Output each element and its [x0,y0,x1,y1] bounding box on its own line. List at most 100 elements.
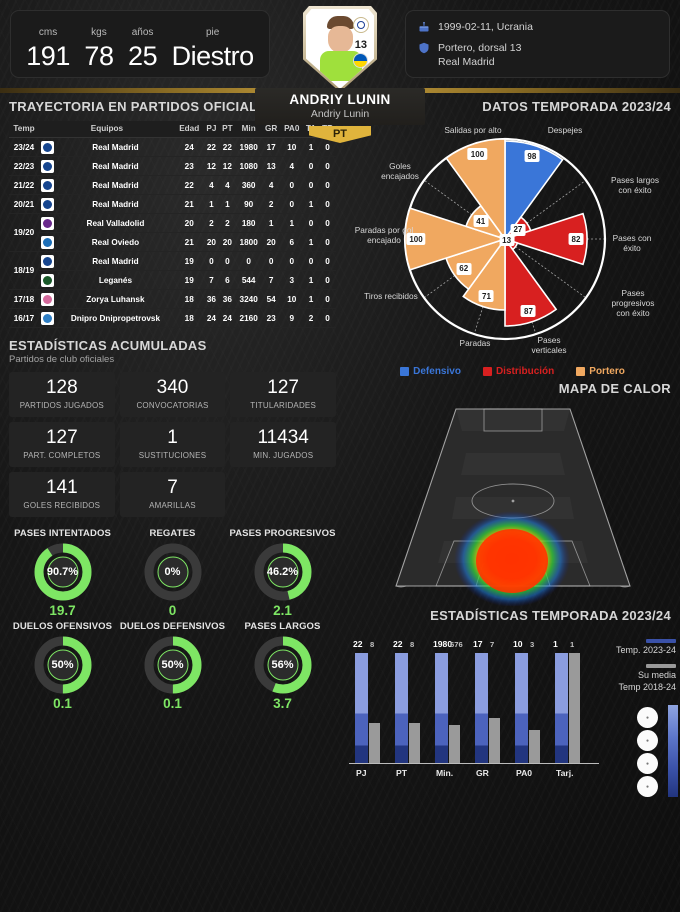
edad-cell: 20 [175,214,204,233]
gauge-item: DUELOS DEFENSIVOS 50% 0.1 [119,621,226,711]
team-crest-cell [39,157,56,176]
table-row[interactable]: 22/23 Real Madrid 23 12 12 1080 13 4 0 0 [9,157,336,176]
champions-league-badge[interactable]: ● [637,730,658,751]
bar-current-season[interactable] [355,653,368,763]
bar-current-season[interactable] [515,653,528,763]
right-column: DATOS TEMPORADA 2023/24 9827821387716210… [345,99,680,791]
heatmap-title: MAPA DE CALOR [354,381,671,396]
bar-current-season[interactable] [435,653,448,763]
gr-cell: 4 [262,176,281,195]
bar-category-label: GR [476,768,489,778]
min-cell: 180 [235,214,261,233]
season-cell: 22/23 [9,157,39,176]
card-photo-area: 13 [306,9,374,89]
slice-label: Paradas por golencajado [341,226,427,246]
club-crest-icon [41,312,54,325]
min-cell: 1980 [235,138,261,157]
heatmap-pitch [378,401,648,606]
stat-cell: 127 TITULARIDADES [230,372,336,417]
table-row[interactable]: 19/20 Real Valladolid 20 2 2 180 1 1 0 0 [9,214,336,233]
team-name-cell: Dnipro Dnipropetrovsk [56,309,175,328]
team-name-cell: Real Valladolid [56,214,175,233]
gauge-ring: 56% [254,636,312,694]
bar-average[interactable] [409,723,420,763]
gauge-item: PASES LARGOS 56% 3.7 [229,621,336,711]
min-cell: 90 [235,195,261,214]
gauges-grid: PASES INTENTADOS 90.7% 19.7 REGATES 0% 0… [9,528,336,711]
bar-current-season[interactable] [395,653,408,763]
table-row[interactable]: Real Oviedo 21 20 20 1800 20 6 1 0 [9,233,336,252]
gauge-ring: 46.2% [254,543,312,601]
slice-label: Despejes [530,126,600,136]
pj-cell: 22 [204,138,220,157]
physical-value: 25 [128,43,157,70]
bar-current-season[interactable] [555,653,568,763]
table-row[interactable]: 16/17 Dnipro Dnipropetrovsk 18 24 24 216… [9,309,336,328]
bar-value-current: 1 [553,639,558,649]
birth-text: 1999-02-11, Ucrania [438,20,533,34]
slice-value: 41 [473,215,488,227]
table-row[interactable]: Leganés 19 7 6 544 7 3 1 0 [9,271,336,290]
radial-wheel-chart: 9827821387716210041100DespejesPases larg… [345,114,680,364]
team-crest-cell [39,271,56,290]
gauge-item: PASES INTENTADOS 90.7% 19.7 [9,528,116,618]
table-row[interactable]: 17/18 Zorya Luhansk 18 36 36 3240 54 10 … [9,290,336,309]
physical-value: 78 [84,43,113,70]
slice-label: Salidas por alto [433,126,513,136]
bar-average[interactable] [489,718,500,763]
slice-label: Tiros recibidos [351,292,431,302]
table-row[interactable]: 21/22 Real Madrid 22 4 4 360 4 0 0 0 [9,176,336,195]
bar-average[interactable] [369,723,380,763]
table-row[interactable]: 18/19 Real Madrid 19 0 0 0 0 0 0 0 [9,252,336,271]
team-crest-cell [39,138,56,157]
bar-average[interactable] [529,730,540,763]
team-name-cell: Zorya Luhansk [56,290,175,309]
stat-label: CONVOCATORIAS [122,401,224,410]
gr-cell: 2 [262,195,281,214]
ta-cell: 1 [303,290,319,309]
pj-cell: 7 [204,271,220,290]
ta-cell: 1 [303,233,319,252]
trajectory-table: Temp EquiposEdadPJPTMinGRPA0TATR 23/24 R… [9,121,336,328]
pa0-cell: 1 [280,214,303,233]
pj-cell: 4 [204,176,220,195]
position-text: Portero, dorsal 13 [438,41,521,55]
bar-average[interactable] [569,653,580,763]
bar-current-season[interactable] [475,653,488,763]
edad-cell: 21 [175,233,204,252]
legend-item: Distribución [483,366,554,377]
gauge-title: PASES LARGOS [229,621,336,632]
table-row[interactable]: 20/21 Real Madrid 21 1 1 90 2 0 1 0 [9,195,336,214]
pt-cell: 22 [219,138,235,157]
physical-value: Diestro [172,43,254,70]
pj-cell: 20 [204,233,220,252]
col-temp: Temp [9,121,39,138]
col-edad: Edad [175,121,204,138]
edad-cell: 19 [175,252,204,271]
ta-cell: 0 [303,176,319,195]
edad-cell: 24 [175,138,204,157]
gauge-title: REGATES [119,528,226,539]
stat-value: 127 [232,378,334,397]
pj-cell: 36 [204,290,220,309]
season-cell: 16/17 [9,309,39,328]
slice-value: 62 [456,263,471,275]
legend-label: Distribución [496,366,554,377]
copa-del-rey-badge[interactable]: ● [637,753,658,774]
physical-label: años [128,28,157,38]
physical-cell: años 25 [128,28,157,70]
ta-cell: 1 [303,138,319,157]
slice-label: Golesencajados [367,162,433,182]
supercopa-badge[interactable]: ● [637,776,658,797]
edad-cell: 18 [175,290,204,309]
pitch-svg [378,401,648,606]
slice-value: 98 [524,150,539,162]
player-card[interactable]: 13 ANDRIY LUNIN Andriy Lunin PT [303,6,377,92]
laliga-badge[interactable]: ● [637,707,658,728]
pt-cell: 0 [219,252,235,271]
bar-average[interactable] [449,725,460,763]
gr-cell: 7 [262,271,281,290]
table-row[interactable]: 23/24 Real Madrid 24 22 22 1980 17 10 1 … [9,138,336,157]
gr-cell: 17 [262,138,281,157]
pt-cell: 36 [219,290,235,309]
